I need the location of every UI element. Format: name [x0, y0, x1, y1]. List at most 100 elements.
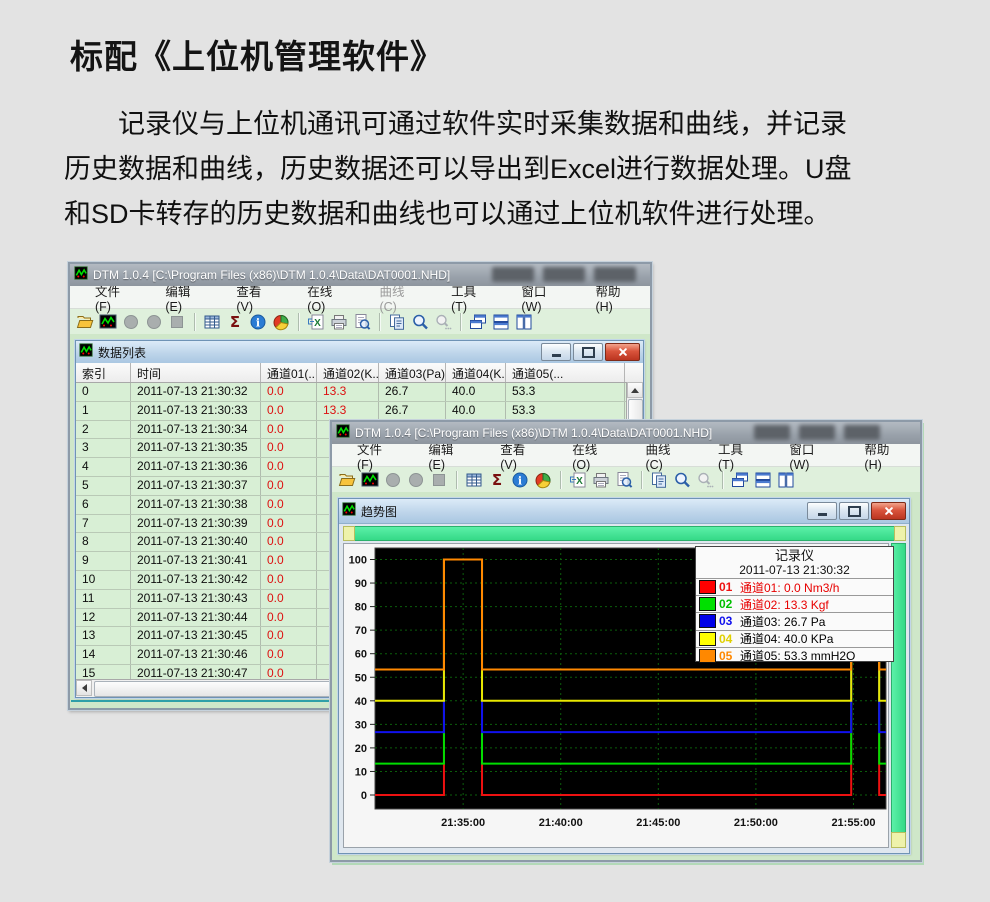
table-cell: 2011-07-13 21:30:33 [131, 401, 261, 420]
cascade-windows-icon[interactable] [468, 312, 488, 332]
svg-text:21:45:00: 21:45:00 [636, 817, 680, 829]
column-header-6[interactable]: 通道05(... [506, 363, 625, 382]
menu-item-0[interactable]: 文件(F) [95, 284, 121, 314]
table-row[interactable]: 0 2011-07-13 21:30:32 0.0 13.3 26.7 40.0 53.3 [76, 383, 643, 402]
data-grid-icon[interactable] [464, 470, 484, 490]
menu-item-7[interactable]: 帮助(H) [864, 442, 890, 472]
menu-item-2[interactable]: 查看(V) [500, 442, 526, 472]
close-button-blurred[interactable] [844, 425, 880, 440]
svg-text:21:40:00: 21:40:00 [539, 817, 583, 829]
table-row[interactable]: 1 2011-07-13 21:30:33 0.0 13.3 26.7 40.0 53.3 [76, 401, 643, 421]
zoom-out-disabled-icon[interactable] [433, 312, 453, 332]
column-header-2[interactable]: 通道01(... [261, 363, 317, 382]
waveform-logo-icon[interactable] [360, 470, 380, 490]
sigma-icon[interactable]: Σ [487, 470, 507, 490]
record-1-icon[interactable] [121, 312, 141, 332]
description-paragraph: 记录仪与上位机通讯可通过软件实时采集数据和曲线，并记录 历史数据和曲线，历史数据… [64, 102, 904, 237]
menu-item-6[interactable]: 窗口(W) [521, 284, 547, 314]
table-cell: 0.0 [261, 458, 317, 476]
maximize-button-blurred[interactable] [799, 425, 835, 440]
stop-icon[interactable] [167, 312, 187, 332]
print-preview-icon[interactable] [352, 312, 372, 332]
menu-item-0[interactable]: 文件(F) [357, 442, 383, 472]
scroll-left-button[interactable] [76, 680, 92, 696]
excel-export-icon[interactable]: X [306, 312, 326, 332]
close-button[interactable] [605, 343, 640, 361]
print-icon[interactable] [591, 470, 611, 490]
data-grid-icon[interactable] [202, 312, 222, 332]
menu-item-6[interactable]: 窗口(W) [789, 442, 815, 472]
menu-item-7[interactable]: 帮助(H) [595, 284, 621, 314]
minimize-button-blurred[interactable] [754, 425, 790, 440]
table-cell: 2011-07-13 21:30:39 [131, 514, 261, 533]
svg-text:100: 100 [349, 555, 367, 567]
trend-titlebar[interactable]: 趋势图 [339, 499, 909, 524]
stop-icon[interactable] [429, 470, 449, 490]
restore-button[interactable] [573, 343, 603, 361]
tile-vertical-icon[interactable] [776, 470, 796, 490]
folder-open-icon[interactable] [75, 312, 95, 332]
window1-titlebar[interactable]: DTM 1.0.4 [C:\Program Files (x86)\DTM 1.… [70, 264, 650, 286]
menu-item-3[interactable]: 在线(O) [307, 284, 333, 314]
svg-text:40: 40 [355, 696, 367, 708]
record-1-icon[interactable] [383, 470, 403, 490]
scrollbar-end-cap[interactable] [343, 526, 355, 541]
sigma-icon[interactable]: Σ [225, 312, 245, 332]
minimize-button[interactable] [807, 502, 837, 520]
table-cell: 2011-07-13 21:30:41 [131, 552, 261, 570]
print-preview-icon[interactable] [614, 470, 634, 490]
info-icon[interactable]: i [510, 470, 530, 490]
record-2-icon[interactable] [144, 312, 164, 332]
menu-item-5[interactable]: 工具(T) [718, 442, 744, 472]
legend-entry: 04 通道04: 40.0 KPa [696, 629, 893, 647]
record-2-icon[interactable] [406, 470, 426, 490]
menu-item-5[interactable]: 工具(T) [451, 284, 477, 314]
tile-horizontal-icon[interactable] [491, 312, 511, 332]
maximize-button-blurred[interactable] [543, 267, 585, 282]
zoom-in-icon[interactable] [672, 470, 692, 490]
menu-item-1[interactable]: 编辑(E) [428, 442, 454, 472]
waveform-logo-icon[interactable] [98, 312, 118, 332]
pie-chart-icon[interactable] [271, 312, 291, 332]
copy-icon[interactable] [387, 312, 407, 332]
table-cell: 26.7 [379, 401, 446, 420]
copy-icon[interactable] [649, 470, 669, 490]
restore-button[interactable] [839, 502, 869, 520]
column-header-1[interactable]: 时间 [131, 363, 261, 382]
table-cell: 14 [76, 646, 131, 664]
svg-text:Σ: Σ [492, 471, 502, 489]
excel-export-icon[interactable]: X [568, 470, 588, 490]
scrollbar-end-cap[interactable] [891, 832, 906, 848]
menu-item-1[interactable]: 编辑(E) [165, 284, 191, 314]
trend-vertical-scrollbar[interactable] [891, 543, 906, 848]
trend-horizontal-scrollbar[interactable] [343, 526, 906, 541]
close-button-blurred[interactable] [594, 267, 636, 282]
scrollbar-end-cap[interactable] [894, 526, 906, 541]
menu-item-2[interactable]: 查看(V) [236, 284, 262, 314]
menu-item-4[interactable]: 曲线(C) [645, 442, 671, 472]
zoom-in-icon[interactable] [410, 312, 430, 332]
close-button[interactable] [871, 502, 906, 520]
scroll-up-button[interactable] [627, 382, 643, 398]
menu-item-3[interactable]: 在线(O) [572, 442, 598, 472]
minimize-button[interactable] [541, 343, 571, 361]
minimize-button-blurred[interactable] [492, 267, 534, 282]
column-header-4[interactable]: 通道03(Pa) [379, 363, 446, 382]
column-header-5[interactable]: 通道04(K... [446, 363, 506, 382]
cascade-windows-icon[interactable] [730, 470, 750, 490]
info-icon[interactable]: i [248, 312, 268, 332]
table-cell: 7 [76, 514, 131, 533]
tile-horizontal-icon[interactable] [753, 470, 773, 490]
pie-chart-icon[interactable] [533, 470, 553, 490]
window2-titlebar[interactable]: DTM 1.0.4 [C:\Program Files (x86)\DTM 1.… [332, 422, 920, 444]
window2-caption-buttons-blurred[interactable] [754, 425, 880, 440]
datalist-titlebar[interactable]: 数据列表 [76, 341, 643, 364]
folder-open-icon[interactable] [337, 470, 357, 490]
tile-vertical-icon[interactable] [514, 312, 534, 332]
menu-item-4[interactable]: 曲线(C) [379, 284, 405, 314]
zoom-out-disabled-icon[interactable] [695, 470, 715, 490]
print-icon[interactable] [329, 312, 349, 332]
column-header-0[interactable]: 索引 [76, 363, 131, 382]
column-header-3[interactable]: 通道02(K... [317, 363, 379, 382]
window1-caption-buttons-blurred[interactable] [492, 267, 636, 282]
